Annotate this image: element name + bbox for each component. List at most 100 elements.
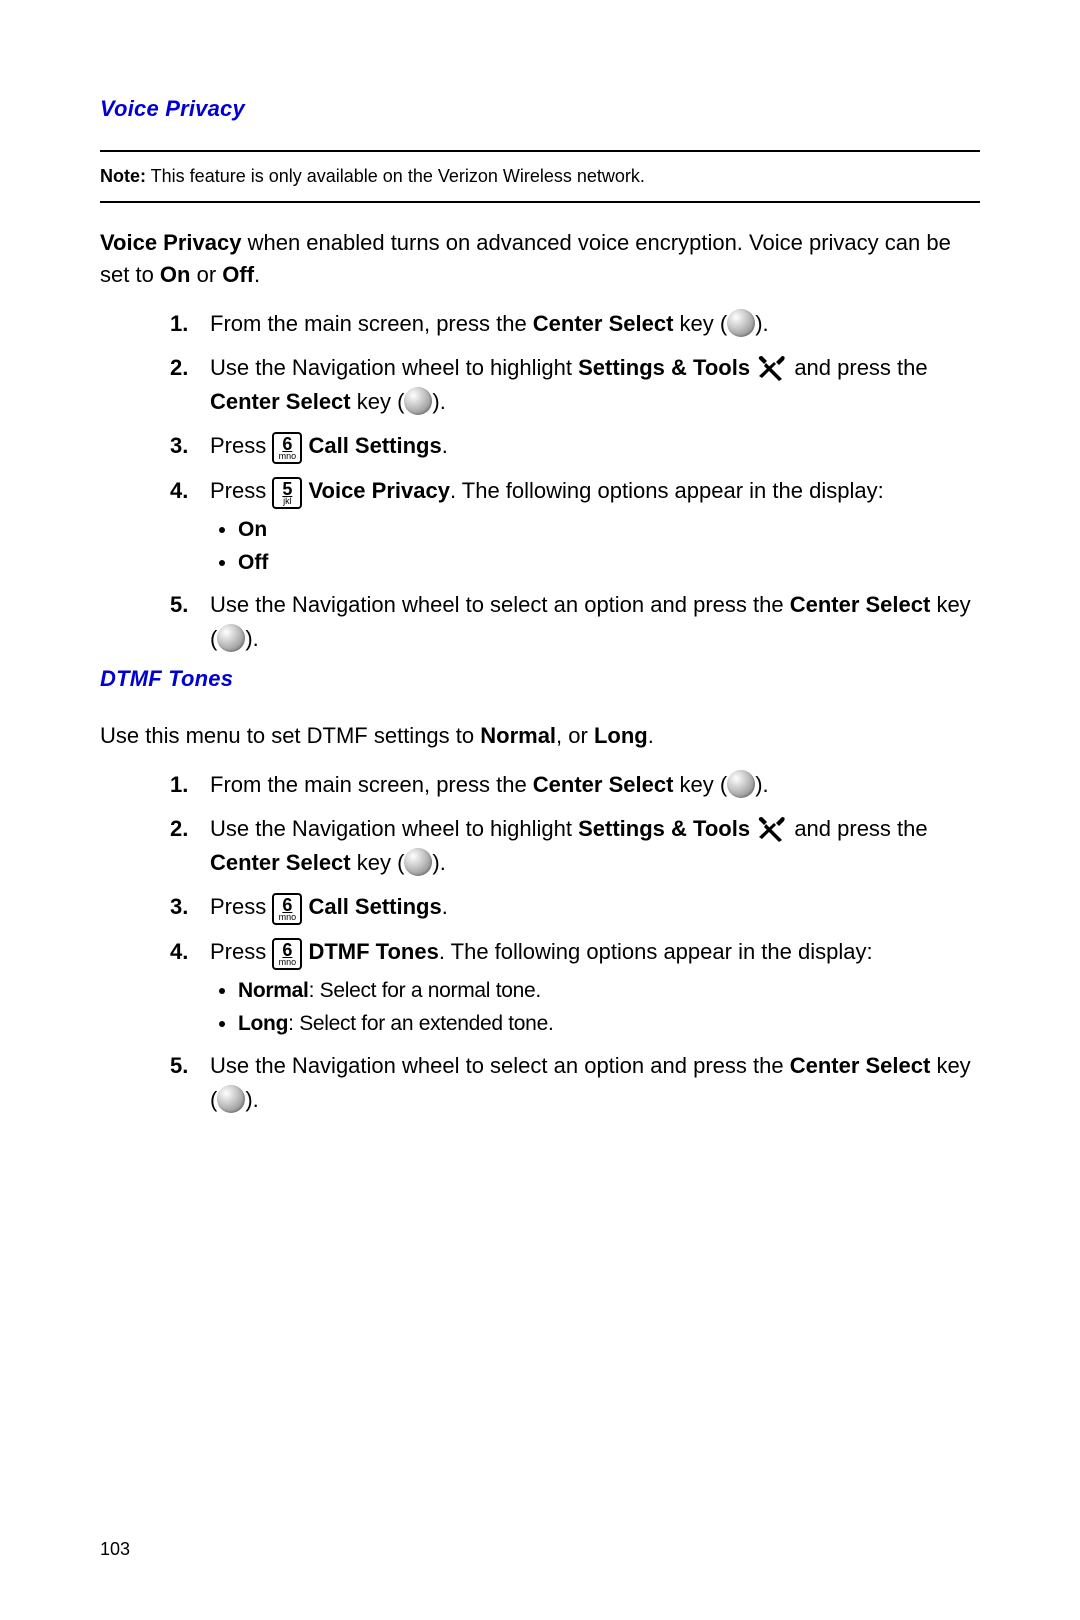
keycap-icon: 6mno: [272, 893, 302, 925]
step-text: key (: [673, 311, 727, 336]
document-page: Voice Privacy Note: This feature is only…: [0, 0, 1080, 1187]
heading-dtmf-tones: DTMF Tones: [100, 666, 980, 692]
step-item: From the main screen, press the Center S…: [170, 768, 980, 802]
step-item: Use the Navigation wheel to select an op…: [170, 588, 980, 656]
sub-item: Off: [238, 548, 980, 578]
step-text: ).: [245, 1087, 258, 1112]
keycap-letters: mno: [274, 958, 300, 967]
step-text: Use the Navigation wheel to highlight: [210, 816, 578, 841]
step-text: .: [442, 894, 448, 919]
step-text: . The following options appear in the di…: [450, 478, 884, 503]
keycap-icon: 6mno: [272, 938, 302, 970]
sub-list: Normal: Select for a normal tone. Long: …: [238, 976, 980, 1039]
step-text: Use the Navigation wheel to select an op…: [210, 1053, 790, 1078]
step-item: Press 6mno Call Settings.: [170, 429, 980, 464]
step-item: Press 6mno DTMF Tones. The following opt…: [170, 935, 980, 1039]
sub-item: Normal: Select for a normal tone.: [238, 976, 980, 1006]
keycap-number: 6: [274, 898, 300, 912]
tools-icon: [756, 353, 788, 381]
center-select-icon: [727, 309, 755, 337]
step-bold: Center Select: [533, 311, 674, 336]
steps-list-2: From the main screen, press the Center S…: [100, 768, 980, 1117]
note-block: Note: This feature is only available on …: [100, 150, 980, 203]
step-text: Press: [210, 939, 272, 964]
center-select-icon: [727, 770, 755, 798]
center-select-icon: [217, 624, 245, 652]
note-text: This feature is only available on the Ve…: [146, 166, 645, 186]
step-text: ).: [755, 772, 768, 797]
intro-text: .: [648, 723, 654, 748]
step-text: Press: [210, 478, 272, 503]
step-text: ).: [755, 311, 768, 336]
step-text: key (: [351, 389, 405, 414]
intro-period: .: [254, 262, 260, 287]
step-bold: Center Select: [533, 772, 674, 797]
keycap-icon: 6mno: [272, 432, 302, 464]
intro-bold: Normal: [480, 723, 556, 748]
step-bold: Center Select: [790, 592, 931, 617]
sub-bold: Long: [238, 1012, 288, 1035]
sub-bold: On: [238, 518, 267, 541]
step-text: ).: [432, 389, 445, 414]
step-bold: Call Settings: [302, 433, 441, 458]
step-text: Use the Navigation wheel to select an op…: [210, 592, 790, 617]
intro-bold: Voice Privacy: [100, 230, 241, 255]
step-bold: Voice Privacy: [302, 478, 450, 503]
tools-icon: [756, 814, 788, 842]
keycap-number: 6: [274, 437, 300, 451]
step-bold: Center Select: [210, 850, 351, 875]
step-text: Use the Navigation wheel to highlight: [210, 355, 578, 380]
center-select-icon: [404, 387, 432, 415]
keycap-letters: jkl: [274, 497, 300, 506]
step-bold: Settings & Tools: [578, 355, 750, 380]
step-bold: Call Settings: [302, 894, 441, 919]
step-text: ).: [432, 850, 445, 875]
center-select-icon: [404, 848, 432, 876]
heading-voice-privacy: Voice Privacy: [100, 96, 980, 122]
step-bold: Settings & Tools: [578, 816, 750, 841]
intro-paragraph-2: Use this menu to set DTMF settings to No…: [100, 720, 980, 752]
intro-off: Off: [222, 262, 254, 287]
step-text: key (: [673, 772, 727, 797]
step-text: .: [442, 433, 448, 458]
step-text: ).: [245, 626, 258, 651]
center-select-icon: [217, 1085, 245, 1113]
step-item: Press 6mno Call Settings.: [170, 890, 980, 925]
sub-item: Long: Select for an extended tone.: [238, 1009, 980, 1039]
note-label: Note:: [100, 166, 146, 186]
keycap-letters: mno: [274, 452, 300, 461]
intro-bold: Long: [594, 723, 648, 748]
step-text: From the main screen, press the: [210, 772, 533, 797]
step-item: From the main screen, press the Center S…: [170, 307, 980, 341]
sub-item: On: [238, 515, 980, 545]
intro-text: , or: [556, 723, 594, 748]
page-number: 103: [100, 1539, 130, 1560]
step-item: Use the Navigation wheel to select an op…: [170, 1049, 980, 1117]
keycap-number: 6: [274, 943, 300, 957]
keycap-icon: 5jkl: [272, 477, 302, 509]
step-text: and press the: [794, 355, 927, 380]
step-text: key (: [351, 850, 405, 875]
step-text: . The following options appear in the di…: [439, 939, 873, 964]
intro-on: On: [160, 262, 191, 287]
sub-bold: Normal: [238, 979, 309, 1002]
keycap-letters: mno: [274, 913, 300, 922]
step-text: Press: [210, 433, 272, 458]
sub-list: On Off: [238, 515, 980, 578]
step-text: and press the: [794, 816, 927, 841]
keycap-number: 5: [274, 482, 300, 496]
step-item: Use the Navigation wheel to highlight Se…: [170, 351, 980, 419]
sub-text: : Select for a normal tone.: [309, 979, 541, 1002]
step-item: Press 5jkl Voice Privacy. The following …: [170, 474, 980, 578]
step-bold: Center Select: [210, 389, 351, 414]
intro-or: or: [190, 262, 222, 287]
intro-paragraph-1: Voice Privacy when enabled turns on adva…: [100, 227, 980, 291]
intro-text: Use this menu to set DTMF settings to: [100, 723, 480, 748]
step-bold: DTMF Tones: [302, 939, 438, 964]
step-text: Press: [210, 894, 272, 919]
steps-list-1: From the main screen, press the Center S…: [100, 307, 980, 656]
sub-bold: Off: [238, 551, 268, 574]
step-item: Use the Navigation wheel to highlight Se…: [170, 812, 980, 880]
step-text: From the main screen, press the: [210, 311, 533, 336]
sub-text: : Select for an extended tone.: [288, 1012, 553, 1035]
